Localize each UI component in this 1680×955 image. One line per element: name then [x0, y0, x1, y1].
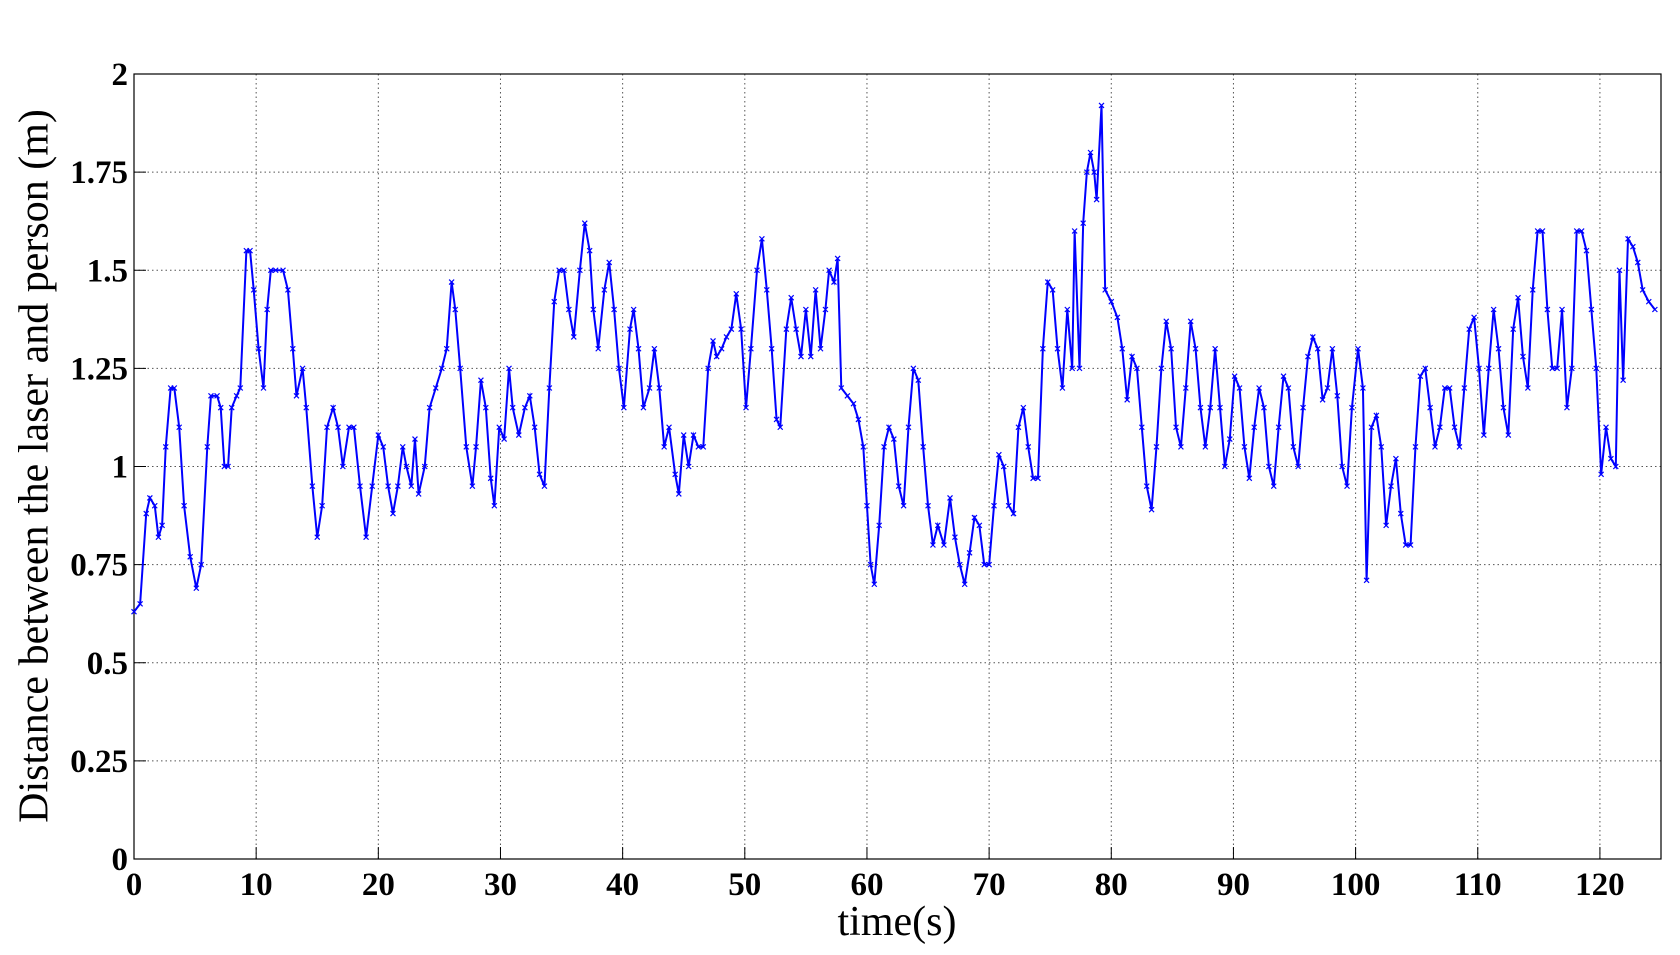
- y-tick-label: 0: [112, 842, 129, 878]
- x-tick-label: 20: [362, 867, 395, 903]
- y-tick-label: 1.75: [70, 155, 128, 191]
- y-tick-label: 0.75: [70, 548, 128, 584]
- x-tick-label: 110: [1454, 867, 1502, 903]
- x-tick-label: 120: [1575, 867, 1625, 903]
- x-tick-label: 40: [606, 867, 639, 903]
- x-tick-label: 10: [240, 867, 273, 903]
- y-tick-label: 0.5: [87, 646, 128, 682]
- data-line: [131, 102, 1658, 615]
- x-axis-label: time(s): [838, 899, 957, 945]
- y-tick-label: 0.25: [70, 744, 128, 780]
- x-tick-label: 70: [973, 867, 1006, 903]
- y-tick-label: 1.25: [70, 351, 128, 387]
- y-axis-label: Distance between the laser and person (m…: [12, 109, 58, 823]
- x-tick-label: 80: [1095, 867, 1128, 903]
- x-tick-label: 90: [1217, 867, 1250, 903]
- x-tick-label: 50: [728, 867, 761, 903]
- x-tick-label: 60: [850, 867, 883, 903]
- x-tick-label: 0: [126, 867, 143, 903]
- x-tick-label: 100: [1331, 867, 1381, 903]
- y-tick-label: 1: [112, 450, 129, 486]
- y-tick-label: 2: [112, 57, 129, 93]
- x-tick-label: 30: [484, 867, 517, 903]
- y-tick-label: 1.5: [87, 253, 128, 289]
